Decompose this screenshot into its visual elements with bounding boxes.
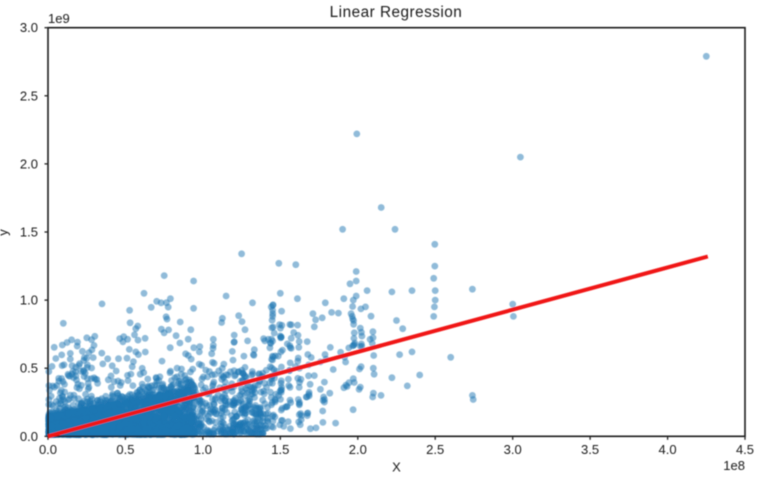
- svg-text:4.5: 4.5: [736, 442, 754, 457]
- svg-text:2.0: 2.0: [349, 442, 367, 457]
- svg-text:1e9: 1e9: [48, 11, 70, 26]
- svg-text:1.0: 1.0: [20, 293, 38, 308]
- svg-text:3.5: 3.5: [581, 442, 599, 457]
- svg-text:3.0: 3.0: [504, 442, 522, 457]
- svg-text:2.0: 2.0: [20, 156, 38, 171]
- svg-text:2.5: 2.5: [426, 442, 444, 457]
- svg-text:1.5: 1.5: [20, 225, 38, 240]
- svg-text:y: y: [0, 229, 11, 236]
- svg-text:1.5: 1.5: [271, 442, 289, 457]
- svg-text:0.5: 0.5: [116, 442, 134, 457]
- svg-text:Linear Regression: Linear Regression: [330, 4, 463, 21]
- svg-text:1e8: 1e8: [723, 458, 745, 473]
- svg-text:X: X: [392, 460, 401, 475]
- svg-text:0.0: 0.0: [39, 442, 57, 457]
- svg-text:1.0: 1.0: [194, 442, 212, 457]
- svg-text:0.5: 0.5: [20, 361, 38, 376]
- svg-text:3.0: 3.0: [20, 20, 38, 35]
- svg-text:4.0: 4.0: [659, 442, 677, 457]
- svg-text:2.5: 2.5: [20, 88, 38, 103]
- svg-text:0.0: 0.0: [20, 429, 38, 444]
